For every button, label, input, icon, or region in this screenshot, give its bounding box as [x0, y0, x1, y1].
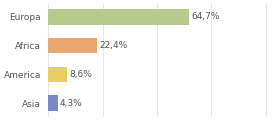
Text: 4,3%: 4,3% — [60, 99, 83, 108]
Text: 64,7%: 64,7% — [191, 12, 220, 21]
Bar — [48, 96, 58, 111]
Text: 8,6%: 8,6% — [69, 70, 92, 79]
Bar — [48, 66, 67, 82]
Bar — [48, 9, 189, 24]
Text: 22,4%: 22,4% — [99, 41, 128, 50]
Bar — [48, 38, 97, 54]
